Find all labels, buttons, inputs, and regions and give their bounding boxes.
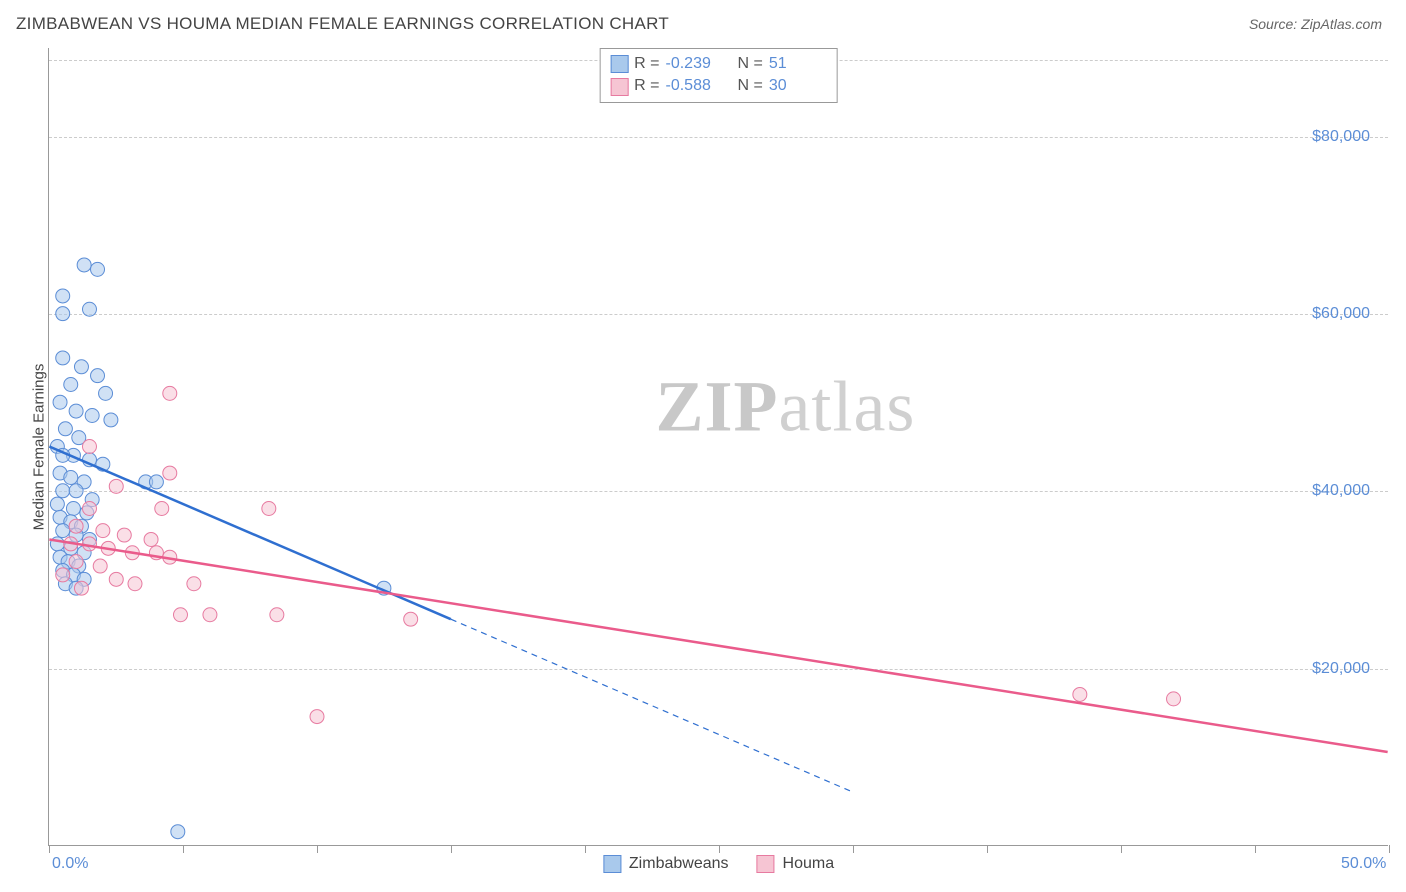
y-tick-label: $60,000 <box>1312 305 1370 323</box>
data-point <box>310 710 324 724</box>
data-point <box>58 422 72 436</box>
x-tick <box>853 845 854 853</box>
data-point <box>74 581 88 595</box>
data-point <box>69 519 83 533</box>
data-point <box>270 608 284 622</box>
data-point <box>99 386 113 400</box>
data-point <box>93 559 107 573</box>
data-point <box>56 351 70 365</box>
trend-line-extrapolated <box>451 619 852 792</box>
legend-swatch <box>757 855 775 873</box>
data-point <box>109 479 123 493</box>
data-point <box>128 577 142 591</box>
data-point <box>163 386 177 400</box>
data-point <box>144 532 158 546</box>
data-point <box>56 307 70 321</box>
data-point <box>96 524 110 538</box>
y-tick-label: $40,000 <box>1312 482 1370 500</box>
data-point <box>404 612 418 626</box>
x-tick <box>183 845 184 853</box>
data-point <box>82 501 96 515</box>
data-point <box>56 289 70 303</box>
data-point <box>117 528 131 542</box>
data-point <box>56 484 70 498</box>
chart-plot-area: Median Female Earnings ZIPatlas R = -0.2… <box>48 48 1388 846</box>
data-point <box>66 501 80 515</box>
data-point <box>91 262 105 276</box>
chart-title: ZIMBABWEAN VS HOUMA MEDIAN FEMALE EARNIN… <box>16 14 669 34</box>
x-tick <box>987 845 988 853</box>
trend-line <box>49 539 1387 752</box>
x-tick <box>719 845 720 853</box>
data-point <box>171 825 185 839</box>
y-tick-label: $20,000 <box>1312 660 1370 678</box>
x-tick <box>451 845 452 853</box>
data-point <box>64 471 78 485</box>
data-point <box>77 258 91 272</box>
x-tick <box>317 845 318 853</box>
data-point <box>109 572 123 586</box>
data-point <box>174 608 188 622</box>
data-point <box>85 409 99 423</box>
x-tick <box>49 845 50 853</box>
data-point <box>69 484 83 498</box>
x-tick-label: 0.0% <box>52 855 88 873</box>
legend-item: Zimbabweans <box>603 855 729 873</box>
legend-item: Houma <box>757 855 835 873</box>
data-point <box>69 555 83 569</box>
correlation-row: R = -0.239N = 51 <box>610 53 827 75</box>
data-point <box>69 404 83 418</box>
scatter-plot-svg <box>49 48 1388 845</box>
data-point <box>82 440 96 454</box>
x-tick <box>1255 845 1256 853</box>
data-point <box>74 360 88 374</box>
legend-swatch <box>610 78 628 96</box>
correlation-row: R = -0.588N = 30 <box>610 75 827 97</box>
data-point <box>155 501 169 515</box>
x-tick-label: 50.0% <box>1341 855 1386 873</box>
y-axis-label: Median Female Earnings <box>31 363 48 530</box>
data-point <box>64 378 78 392</box>
data-point <box>203 608 217 622</box>
legend-swatch <box>610 55 628 73</box>
data-point <box>149 475 163 489</box>
data-point <box>53 395 67 409</box>
data-point <box>262 501 276 515</box>
x-tick <box>1121 845 1122 853</box>
x-tick <box>585 845 586 853</box>
y-tick-label: $80,000 <box>1312 128 1370 146</box>
data-point <box>56 568 70 582</box>
data-point <box>104 413 118 427</box>
x-tick <box>1389 845 1390 853</box>
series-legend: Zimbabweans Houma <box>603 855 834 873</box>
data-point <box>163 466 177 480</box>
data-point <box>56 524 70 538</box>
data-point <box>1073 687 1087 701</box>
data-point <box>1167 692 1181 706</box>
correlation-legend: R = -0.239N = 51R = -0.588N = 30 <box>599 48 838 103</box>
data-point <box>187 577 201 591</box>
data-point <box>50 497 64 511</box>
source-attribution: Source: ZipAtlas.com <box>1249 16 1382 32</box>
legend-swatch <box>603 855 621 873</box>
data-point <box>82 302 96 316</box>
data-point <box>91 369 105 383</box>
